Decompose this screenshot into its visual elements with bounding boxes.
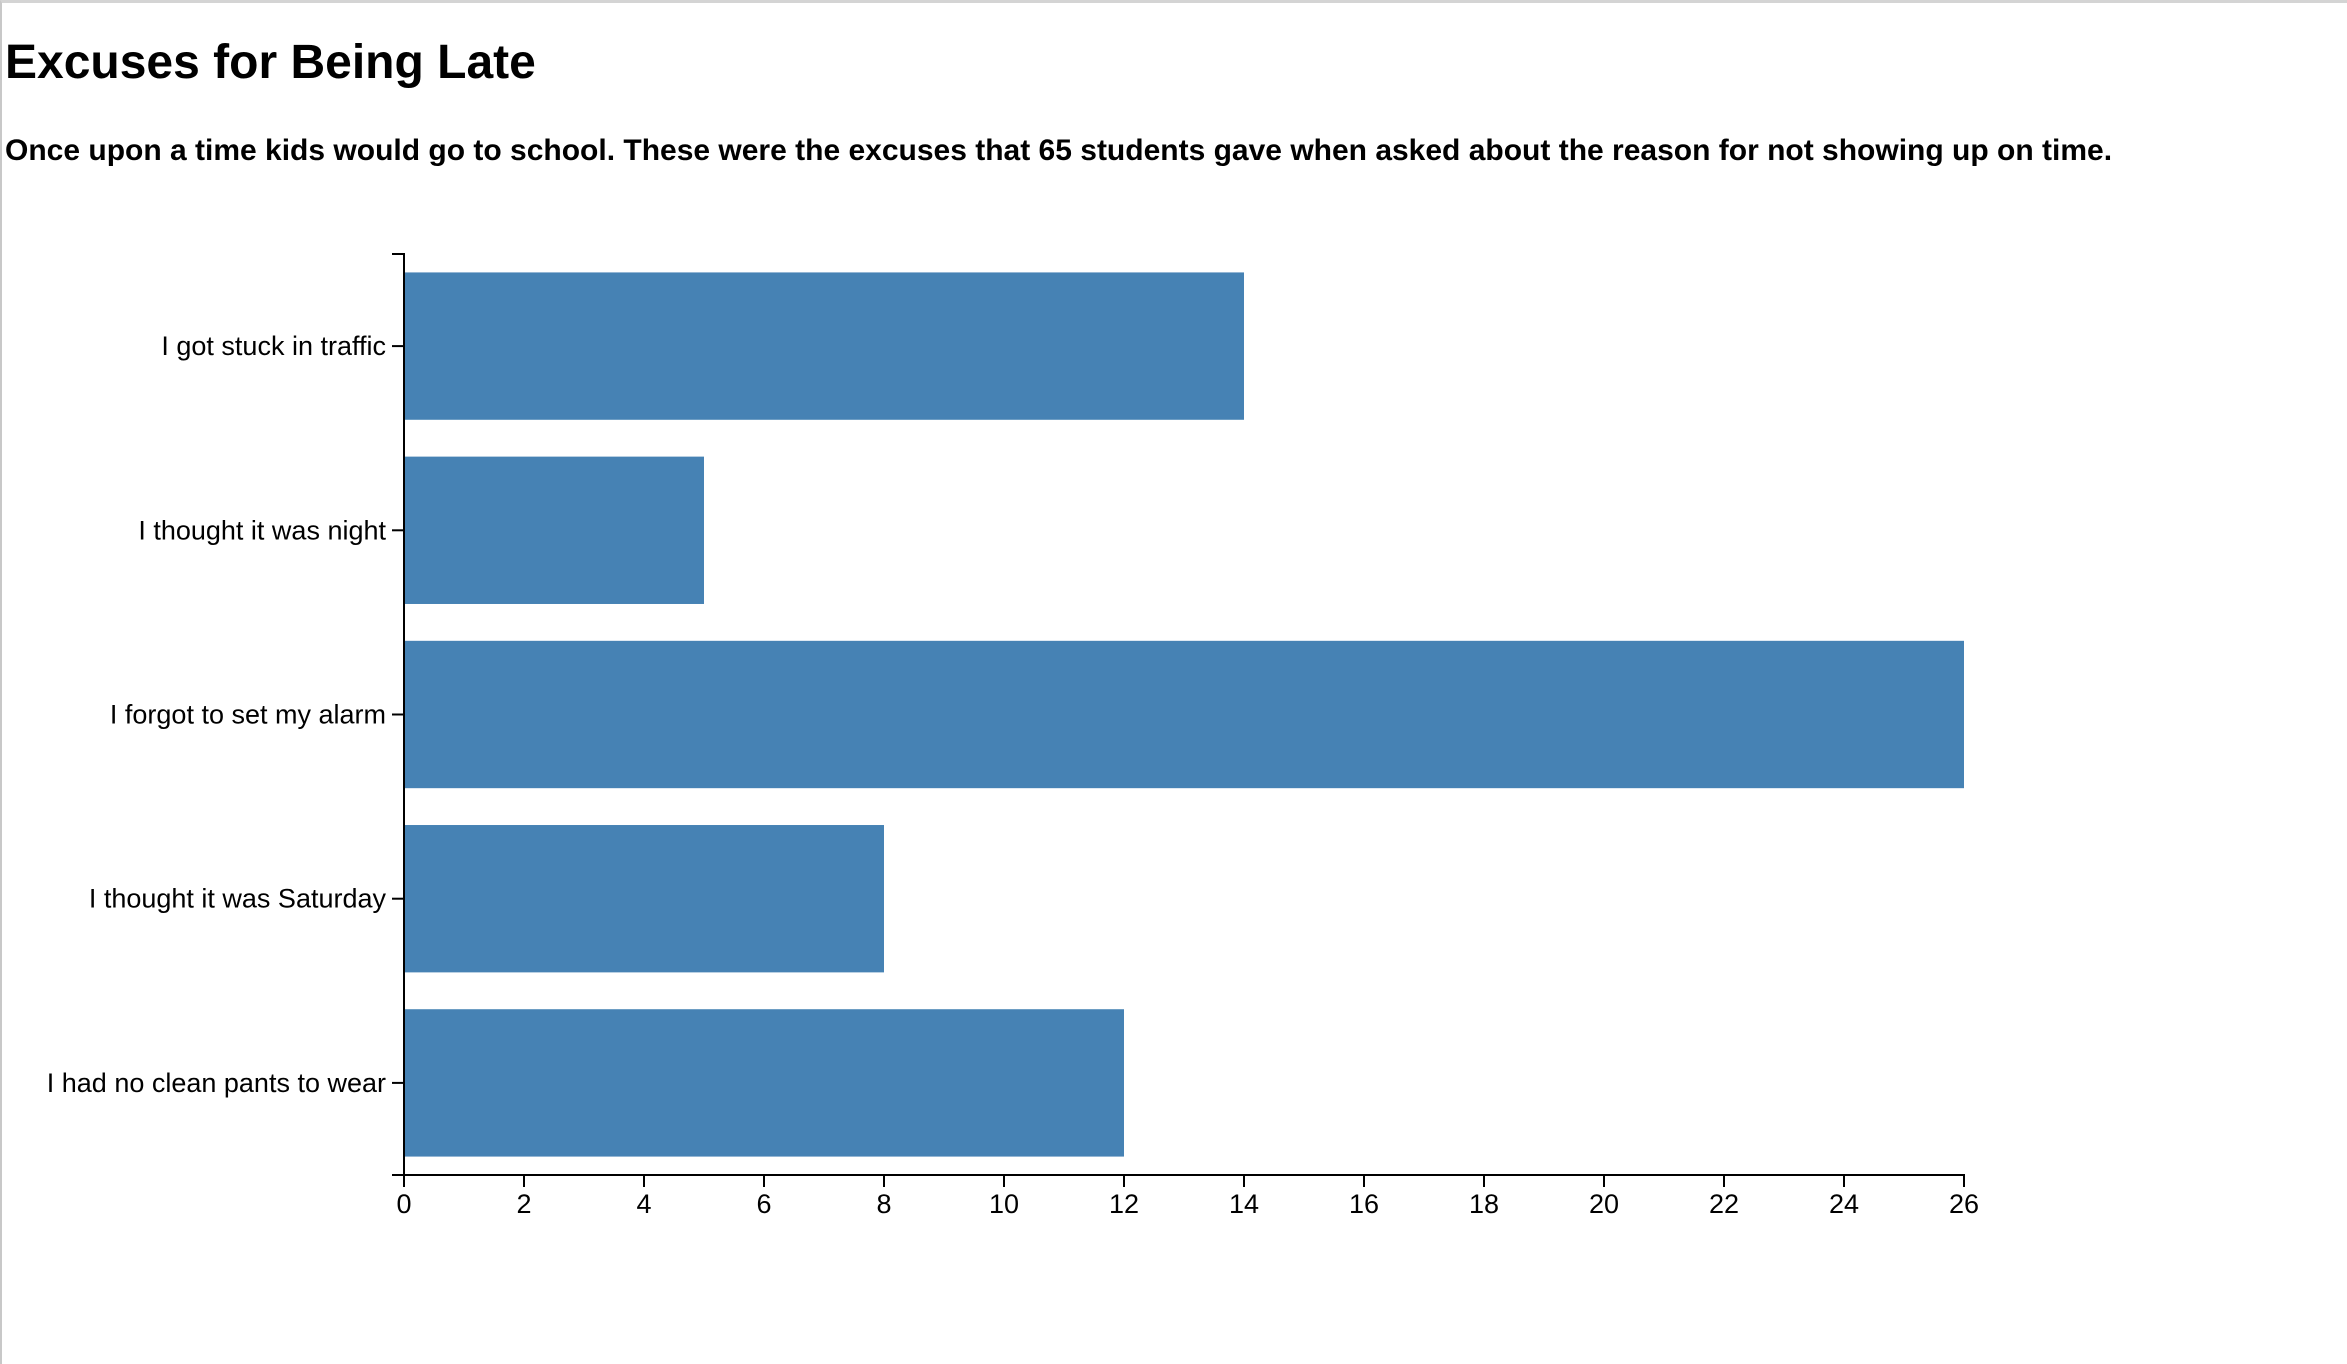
- x-tick-label-8: 8: [876, 1189, 891, 1219]
- y-tick-label-3: I forgot to set my alarm: [110, 700, 386, 730]
- x-tick-label-22: 22: [1709, 1189, 1739, 1219]
- y-tick-label-5: I had no clean pants to wear: [47, 1068, 386, 1098]
- chart-subtitle: Once upon a time kids would go to school…: [5, 134, 2113, 167]
- bar-5: [404, 1009, 1124, 1157]
- x-tick-label-2: 2: [516, 1189, 531, 1219]
- x-tick-label-24: 24: [1829, 1189, 1859, 1219]
- bar-3: [404, 640, 1964, 789]
- y-tick-label-1: I got stuck in traffic: [161, 331, 386, 361]
- x-tick-label-16: 16: [1349, 1189, 1379, 1219]
- chart-title: Excuses for Being Late: [5, 36, 536, 89]
- y-axis: I got stuck in traffic I thought it was n…: [47, 253, 405, 1176]
- x-tick-label-26: 26: [1949, 1189, 1979, 1219]
- x-tick-label-12: 12: [1109, 1189, 1139, 1219]
- x-axis-line: [403, 1174, 1965, 1187]
- x-tick-label-14: 14: [1229, 1189, 1259, 1219]
- bar-4: [404, 825, 884, 973]
- y-tick-label-4: I thought it was Saturday: [89, 884, 387, 914]
- x-tick-label-4: 4: [636, 1189, 651, 1219]
- x-tick-label-0: 0: [396, 1189, 411, 1219]
- x-tick-label-18: 18: [1469, 1189, 1499, 1219]
- y-tick-label-2: I thought it was night: [138, 515, 386, 545]
- bar-chart: I got stuck in traffic I thought it was n…: [47, 253, 1979, 1219]
- bars-group: [404, 272, 1964, 1157]
- bar-1: [404, 272, 1244, 420]
- x-axis: 0 2 4 6 8 10 12 14 16 18 20 22 24 26: [396, 1174, 1979, 1219]
- x-tick-label-10: 10: [989, 1189, 1019, 1219]
- x-tick-label-20: 20: [1589, 1189, 1619, 1219]
- x-tick-label-6: 6: [756, 1189, 771, 1219]
- bar-2: [404, 456, 704, 604]
